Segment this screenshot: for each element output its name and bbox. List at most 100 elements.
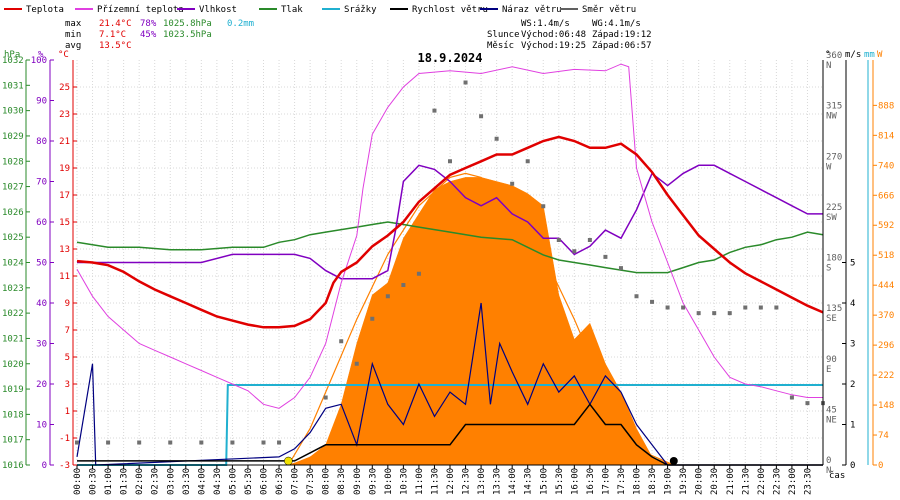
pressure-tick-label: 1027 bbox=[2, 183, 24, 193]
x-tick-label: 08:30 bbox=[337, 468, 347, 495]
humidity-tick-label: 50 bbox=[36, 259, 47, 269]
x-tick-label: 14:30 bbox=[524, 468, 534, 495]
x-tick-label: 05:30 bbox=[244, 468, 254, 495]
ground-temperature-line bbox=[76, 63, 823, 409]
humidity-tick-label: 80 bbox=[36, 137, 47, 147]
pressure-tick-label: 1030 bbox=[2, 107, 24, 117]
series-layer bbox=[75, 63, 825, 466]
info-moon-label: Měsíc bbox=[487, 41, 514, 51]
wind-dir-tick-label: 90 bbox=[826, 355, 837, 365]
x-tick-label: 03:00 bbox=[166, 468, 176, 495]
x-tick-label: 16:00 bbox=[570, 468, 580, 495]
solar-tick-label: 370 bbox=[878, 311, 894, 321]
x-tick-label: 15:30 bbox=[555, 468, 565, 495]
sunset-marker bbox=[669, 457, 678, 465]
axis-unit-solar: W bbox=[877, 50, 883, 60]
x-tick-label: 17:30 bbox=[617, 468, 627, 495]
wind-direction-point bbox=[463, 80, 468, 85]
x-tick-label: 01:00 bbox=[104, 468, 114, 495]
wind-direction-point bbox=[370, 316, 375, 321]
x-tick-label: 19:30 bbox=[679, 468, 689, 495]
legend-label: Vlhkost bbox=[199, 5, 237, 15]
solar-tick-label: 74 bbox=[878, 431, 889, 441]
stat-avg-temp: 13.5°C bbox=[99, 41, 132, 51]
wind-direction-point bbox=[385, 294, 390, 299]
wind-direction-point bbox=[603, 254, 608, 259]
wind-dir-tick-label: 225 bbox=[826, 203, 842, 213]
wind-dir-name-label: N bbox=[826, 61, 831, 71]
wind-direction-point bbox=[168, 440, 173, 445]
solar-tick-label: 148 bbox=[878, 401, 894, 411]
stat-max-label: max bbox=[65, 19, 82, 29]
pressure-tick-label: 1029 bbox=[2, 132, 24, 142]
wind-dir-name-label: N bbox=[826, 466, 831, 476]
legend: Teplota Přízemní teplota Vlhkost Tlak Srážky… bbox=[4, 5, 636, 15]
temperature-tick-label: 5 bbox=[65, 353, 70, 363]
wind-direction-point bbox=[712, 311, 717, 316]
pressure-tick-label: 1031 bbox=[2, 81, 24, 91]
wind-direction-point bbox=[572, 249, 577, 254]
x-tick-label: 16:30 bbox=[586, 468, 596, 495]
wind-direction-point bbox=[416, 271, 421, 276]
wind-direction-point bbox=[743, 305, 748, 310]
humidity-tick-label: 90 bbox=[36, 97, 47, 107]
info-ws: WS:1.4m/s bbox=[521, 19, 570, 29]
legend-label: Tlak bbox=[281, 5, 303, 15]
axis-unit-time: čas bbox=[829, 470, 845, 481]
x-tick-label: 12:00 bbox=[446, 468, 456, 495]
wind-direction-point bbox=[696, 311, 701, 316]
wind-direction-point bbox=[494, 136, 499, 141]
wind-dir-name-label: E bbox=[826, 365, 831, 375]
pressure-tick-label: 1020 bbox=[2, 360, 24, 370]
x-tick-label: 09:00 bbox=[353, 468, 363, 495]
wind-speed-tick-label: 5 bbox=[850, 259, 855, 269]
axis-unit-temperature: °C bbox=[58, 50, 69, 60]
solar-tick-label: 296 bbox=[878, 341, 894, 351]
wind-dir-tick-label: 315 bbox=[826, 102, 842, 112]
stat-min-hum: 45% bbox=[140, 30, 157, 40]
stat-avg-label: avg bbox=[65, 41, 81, 51]
temperature-tick-label: 19 bbox=[59, 164, 70, 174]
x-tick-label: 11:30 bbox=[430, 468, 440, 495]
x-tick-label: 13:00 bbox=[477, 468, 487, 495]
wind-direction-point bbox=[339, 339, 344, 344]
humidity-tick-label: 70 bbox=[36, 178, 47, 188]
x-tick-label: 18:00 bbox=[633, 468, 643, 495]
legend-label: Rychlost větru bbox=[412, 5, 488, 15]
wind-direction-point bbox=[556, 238, 561, 242]
wind-speed-tick-label: 0 bbox=[850, 461, 855, 471]
x-tick-label: 19:00 bbox=[664, 468, 674, 495]
x-tick-label: 21:30 bbox=[741, 468, 751, 495]
solar-clear-sky-line bbox=[287, 172, 675, 466]
sunrise-marker bbox=[284, 456, 293, 466]
stat-min-press: 1023.5hPa bbox=[163, 30, 212, 40]
x-tick-label: 15:00 bbox=[539, 468, 549, 495]
pressure-line bbox=[76, 221, 824, 274]
x-tick-label: 23:00 bbox=[788, 468, 798, 495]
pressure-tick-label: 1022 bbox=[2, 309, 24, 319]
solar-tick-label: 444 bbox=[878, 281, 894, 291]
humidity-tick-label: 0 bbox=[42, 461, 47, 471]
stat-rain: 0.2mm bbox=[227, 19, 254, 29]
wind-direction-point bbox=[774, 305, 779, 310]
x-tick-label: 18:30 bbox=[648, 468, 658, 495]
wind-dir-name-label: SW bbox=[826, 213, 837, 223]
humidity-tick-label: 100 bbox=[31, 56, 47, 66]
stat-max-hum: 78% bbox=[140, 19, 157, 29]
wind-dir-tick-label: 180 bbox=[826, 254, 842, 264]
temperature-tick-label: -3 bbox=[59, 461, 70, 471]
x-tick-label: 23:30 bbox=[803, 468, 813, 495]
axis-unit-wind-speed: m/s bbox=[845, 50, 861, 60]
x-tick-label: 02:30 bbox=[151, 468, 161, 495]
x-tick-label: 10:30 bbox=[399, 468, 409, 495]
stat-min-label: min bbox=[65, 30, 81, 40]
wind-dir-tick-label: 360 bbox=[826, 51, 842, 61]
wind-dir-name-label: SE bbox=[826, 314, 837, 324]
stat-max-temp: 21.4°C bbox=[99, 19, 132, 29]
pressure-tick-label: 1023 bbox=[2, 284, 24, 294]
x-tick-label: 01:30 bbox=[120, 468, 130, 495]
temperature-tick-label: 1 bbox=[65, 407, 70, 417]
x-tick-label: 12:30 bbox=[462, 468, 472, 495]
